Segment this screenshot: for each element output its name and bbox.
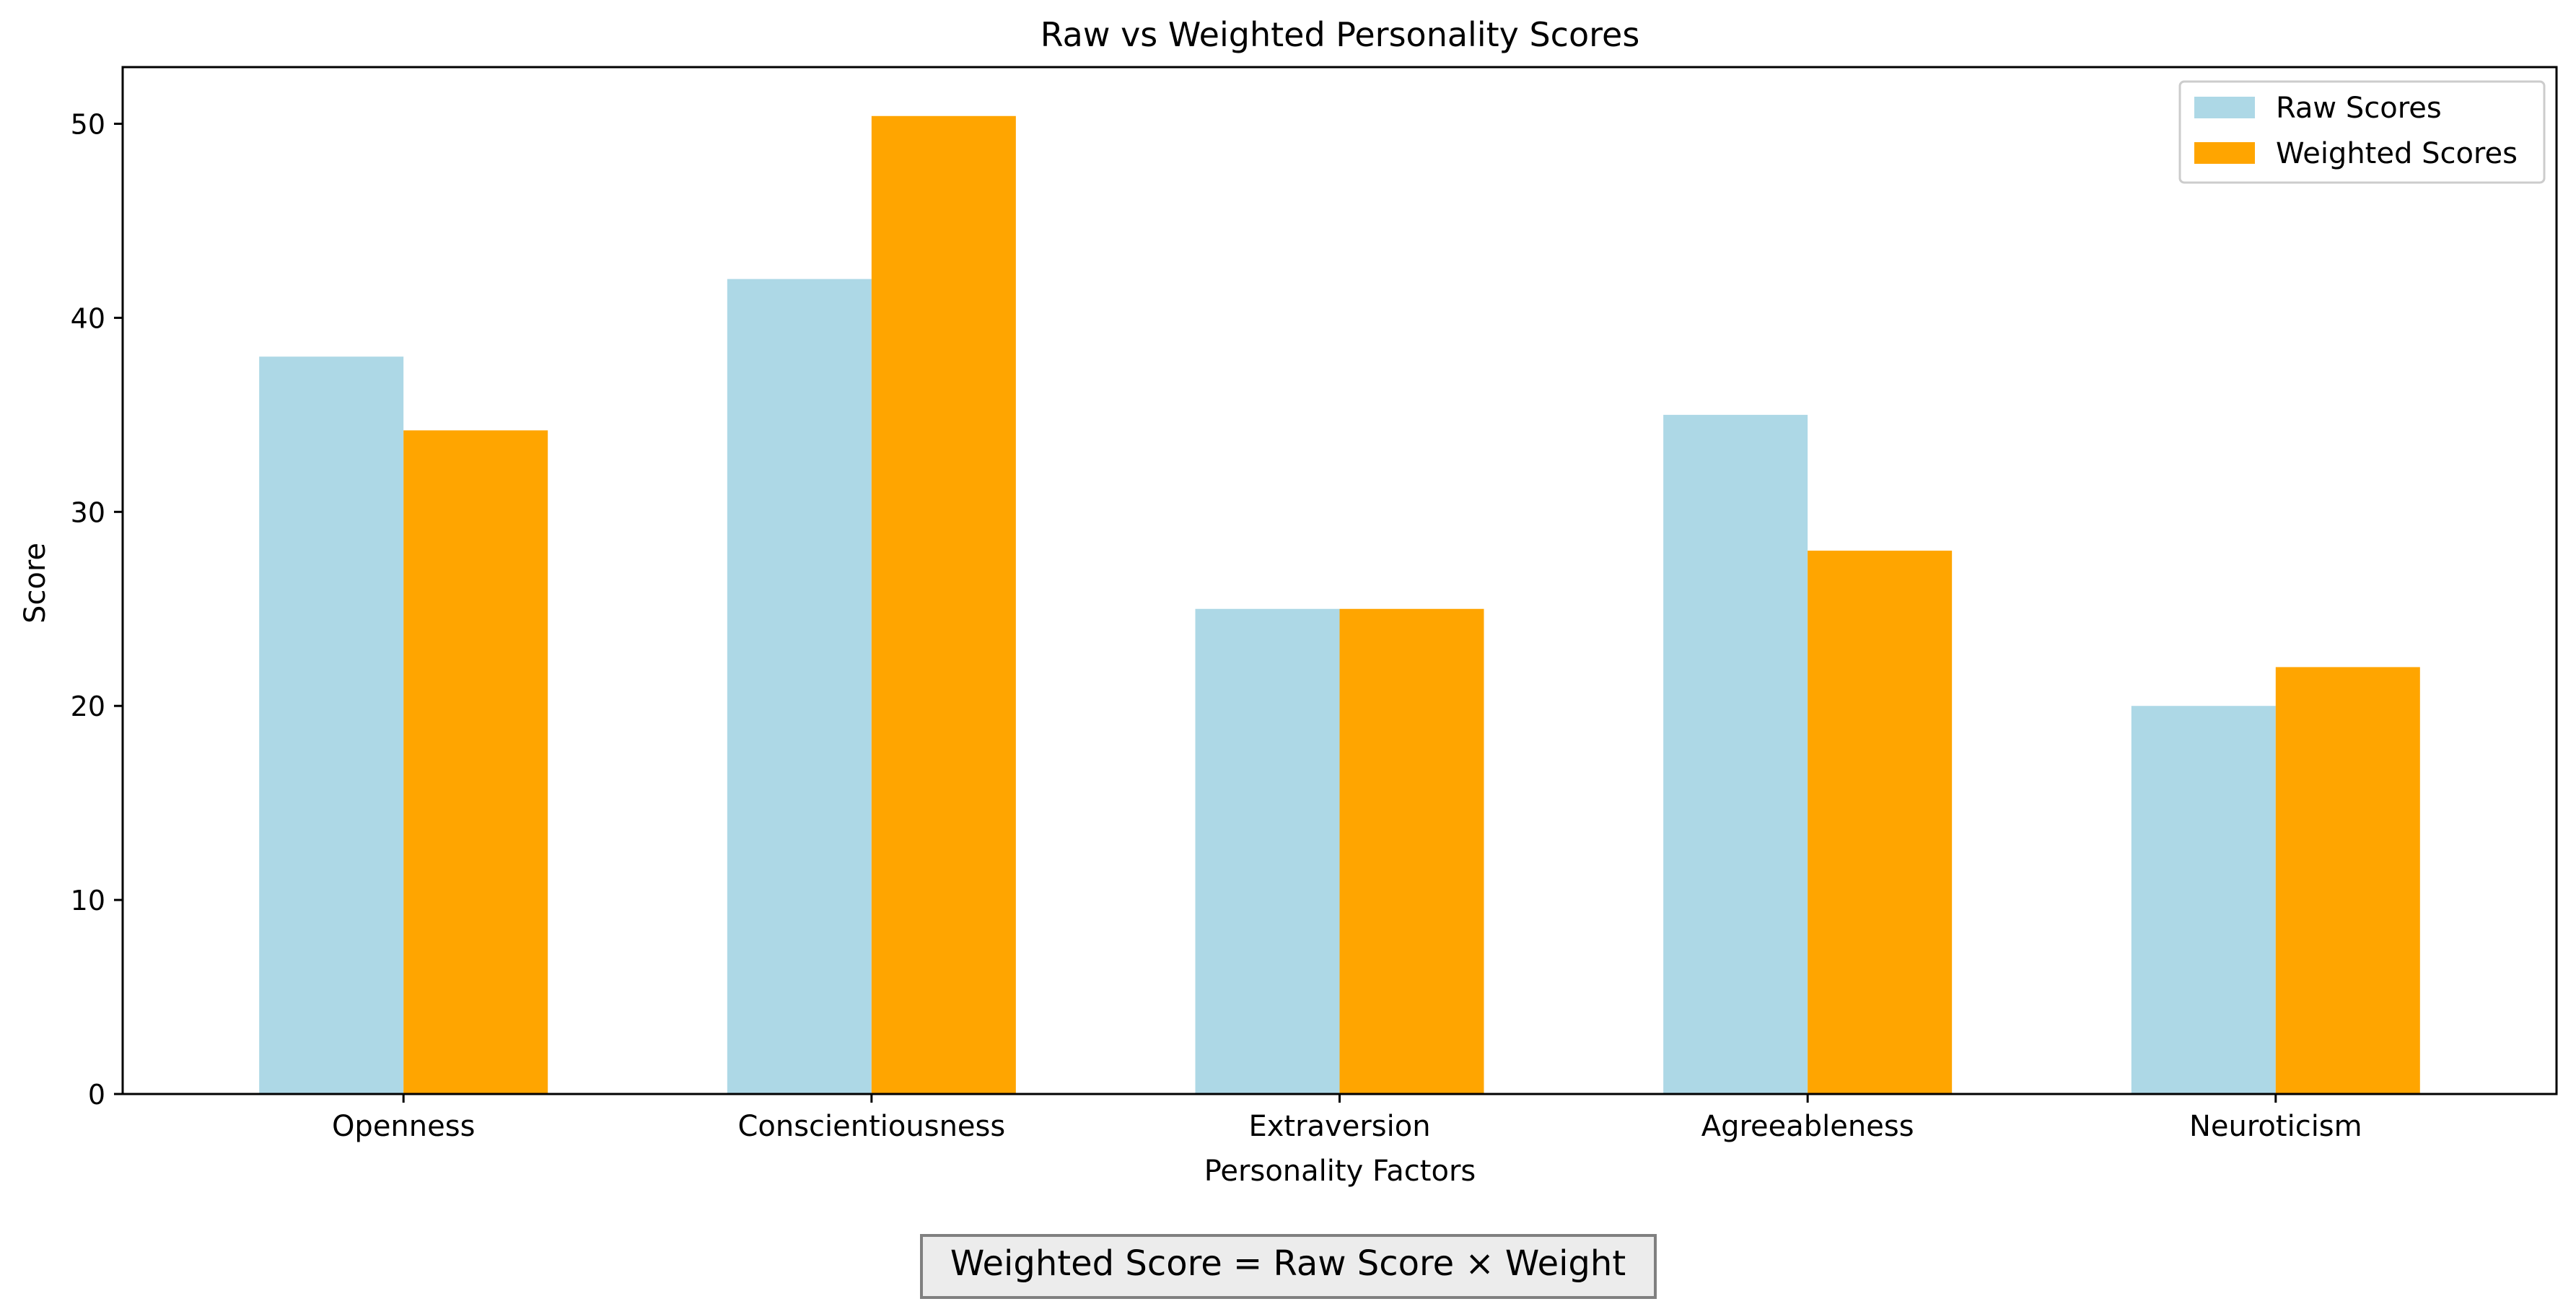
weighted-score-bar-neuroticism bbox=[2275, 667, 2420, 1094]
y-tick-label: 40 bbox=[71, 302, 105, 334]
raw-score-bar-extraversion bbox=[1195, 608, 1340, 1094]
y-axis-label: Score bbox=[19, 543, 52, 623]
x-tick-label: Conscientiousness bbox=[737, 1110, 1005, 1143]
y-tick-label: 50 bbox=[71, 109, 105, 141]
weighted-score-bar-openness bbox=[403, 430, 548, 1094]
legend-label-raw: Raw Scores bbox=[2276, 92, 2442, 125]
y-tick-label: 30 bbox=[71, 496, 105, 528]
x-axis-label: Personality Factors bbox=[1204, 1155, 1476, 1188]
chart-title: Raw vs Weighted Personality Scores bbox=[1041, 15, 1640, 54]
weighted-score-bar-conscientiousness bbox=[871, 115, 1016, 1094]
y-tick-label: 0 bbox=[88, 1079, 105, 1111]
formula-annotation-box bbox=[920, 1234, 1657, 1299]
weighted-score-bar-agreeableness bbox=[1808, 551, 1953, 1094]
x-tick-label: Agreeableness bbox=[1701, 1110, 1914, 1143]
x-tick-label: Neuroticism bbox=[2189, 1110, 2362, 1143]
plot-area: 0 10 20 30 40 50 Openness Conscientiousness Extr… bbox=[71, 66, 2558, 1143]
legend-swatch-weighted bbox=[2194, 142, 2255, 164]
raw-score-bar-conscientiousness bbox=[727, 279, 872, 1095]
y-tick-label: 20 bbox=[71, 691, 105, 722]
x-tick-label: Openness bbox=[332, 1110, 475, 1143]
formula-annotation: Weighted Score = Raw Score × Weight bbox=[920, 1234, 1657, 1299]
legend-label-weighted: Weighted Scores bbox=[2276, 137, 2518, 170]
raw-score-bar-neuroticism bbox=[2131, 706, 2276, 1094]
formula-annotation-text: Weighted Score = Raw Score × Weight bbox=[950, 1243, 1626, 1284]
weighted-score-bar-extraversion bbox=[1339, 608, 1484, 1094]
y-tick-label: 10 bbox=[71, 885, 105, 916]
x-tick-label: Extraversion bbox=[1248, 1110, 1430, 1143]
legend: Raw Scores Weighted Scores bbox=[2178, 80, 2546, 184]
legend-swatch-raw bbox=[2194, 97, 2255, 118]
legend-box bbox=[2178, 80, 2546, 184]
raw-score-bar-openness bbox=[259, 356, 404, 1095]
raw-score-bar-agreeableness bbox=[1663, 414, 1808, 1094]
